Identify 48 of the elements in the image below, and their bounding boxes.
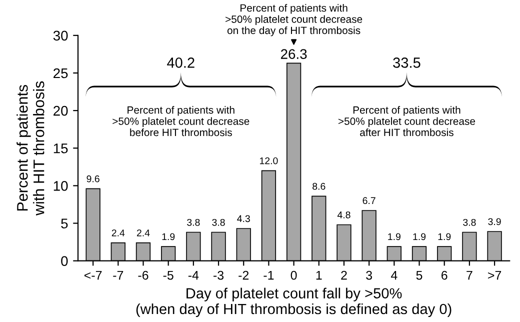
y-tick-label: 20 (54, 106, 68, 116)
data-label: 1.9 (162, 233, 175, 240)
x-tick-label: -6 (138, 270, 148, 280)
data-label: 1.9 (413, 233, 426, 240)
data-label: 3.9 (488, 218, 501, 226)
x-tick-label: 7 (466, 271, 472, 280)
data-label: 9.6 (86, 175, 100, 182)
data-label: 1.9 (388, 233, 400, 240)
x-tick-label: <-7 (84, 271, 102, 280)
annotation: 40.2 (167, 58, 194, 68)
y-tick-label: 30 (53, 30, 68, 41)
x-tick-label: 2 (341, 270, 347, 280)
x-tick-label: -2 (238, 270, 249, 280)
data-label: 26.3 (280, 49, 307, 59)
data-label: 6.7 (362, 197, 376, 204)
x-tick-label: 3 (366, 270, 372, 280)
annotation: Percent of patients with >50% platelet count decrease on the day of HIT thrombosis (226, 4, 362, 36)
y-tick-label: 5 (61, 218, 68, 228)
x-tick-label: >7 (488, 271, 502, 280)
x-tick-label: 1 (316, 271, 322, 280)
data-label: 4.3 (237, 215, 250, 222)
data-label: 1.9 (438, 233, 451, 240)
y-axis-title: Percent of patients with HIT thrombosis (16, 81, 44, 216)
annotation: Percent of patients with >50% platelet count decrease before HIT thrombosis (112, 106, 250, 136)
y-tick-label: 10 (54, 181, 68, 191)
data-label: 2.4 (136, 229, 150, 236)
data-label: 3.8 (187, 218, 200, 226)
data-label: 2.4 (112, 229, 125, 236)
x-tick-label: -3 (214, 270, 224, 280)
x-axis-title: Day of platelet count fall by >50% (when day of HIT thrombosis is defined as day 0) (136, 288, 452, 318)
annotation: Percent of patients with >50% platelet count decrease after HIT thrombosis (338, 106, 476, 136)
data-label: 8.6 (312, 182, 326, 190)
x-tick-label: -5 (163, 271, 174, 280)
x-tick-label: 4 (390, 271, 398, 280)
data-label: 12.0 (260, 157, 278, 164)
x-tick-label: -1 (264, 271, 274, 280)
x-tick-label: -7 (113, 271, 124, 280)
x-tick-label: -4 (188, 271, 199, 280)
annotation: 33.5 (393, 58, 420, 68)
x-tick-label: 6 (442, 270, 448, 280)
y-tick-label: 15 (54, 144, 68, 154)
x-tick-label: 0 (290, 270, 297, 280)
y-tick-label: 25 (54, 68, 68, 78)
data-label: 3.8 (463, 218, 476, 226)
data-label: 3.8 (212, 218, 225, 226)
y-tick-label: 0 (61, 256, 68, 266)
data-label: 4.8 (337, 211, 350, 218)
x-tick-label: 5 (416, 271, 422, 280)
